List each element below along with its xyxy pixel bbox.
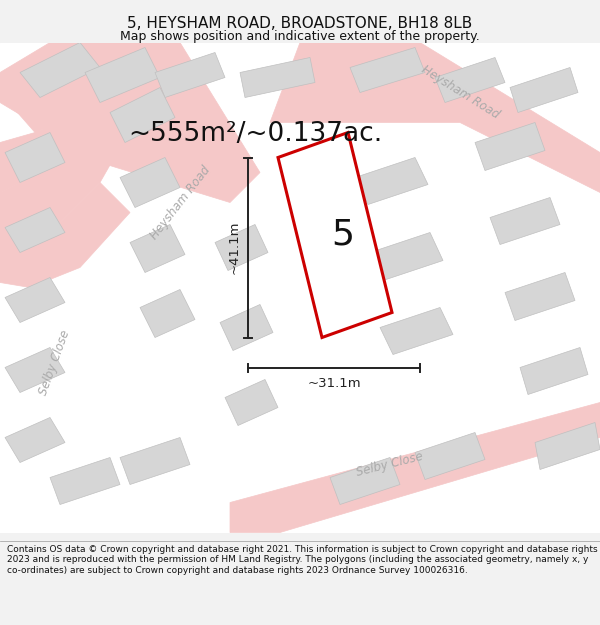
Text: Map shows position and indicative extent of the property.: Map shows position and indicative extent… (120, 30, 480, 43)
Polygon shape (0, 42, 260, 202)
Text: ~31.1m: ~31.1m (307, 377, 361, 390)
Polygon shape (535, 422, 600, 469)
Polygon shape (490, 198, 560, 244)
Text: Contains OS data © Crown copyright and database right 2021. This information is : Contains OS data © Crown copyright and d… (7, 545, 598, 575)
Polygon shape (130, 224, 185, 272)
Polygon shape (155, 52, 225, 98)
Polygon shape (415, 432, 485, 479)
Polygon shape (510, 68, 578, 112)
Text: 5, HEYSHAM ROAD, BROADSTONE, BH18 8LB: 5, HEYSHAM ROAD, BROADSTONE, BH18 8LB (127, 16, 473, 31)
Polygon shape (120, 438, 190, 484)
Polygon shape (475, 122, 545, 171)
Polygon shape (370, 232, 443, 281)
Polygon shape (505, 272, 575, 321)
Polygon shape (220, 304, 273, 351)
Polygon shape (0, 182, 130, 288)
Polygon shape (240, 58, 315, 98)
Text: Heysham Road: Heysham Road (148, 163, 212, 242)
Text: Selby Close: Selby Close (37, 328, 73, 397)
Polygon shape (5, 278, 65, 322)
Polygon shape (270, 42, 600, 192)
Polygon shape (435, 58, 505, 102)
Polygon shape (355, 158, 428, 204)
Polygon shape (5, 418, 65, 462)
Polygon shape (120, 158, 180, 208)
Polygon shape (520, 348, 588, 394)
Polygon shape (85, 48, 160, 102)
Polygon shape (0, 118, 70, 192)
Polygon shape (5, 348, 65, 392)
Text: Selby Close: Selby Close (355, 450, 425, 479)
Polygon shape (5, 208, 65, 252)
Text: 5: 5 (331, 218, 355, 252)
Polygon shape (330, 458, 400, 504)
Polygon shape (50, 458, 120, 504)
Polygon shape (140, 289, 195, 338)
Polygon shape (230, 402, 600, 532)
Polygon shape (225, 379, 278, 426)
Polygon shape (5, 132, 65, 182)
Polygon shape (278, 132, 392, 338)
Polygon shape (20, 42, 100, 98)
Text: Heysham Road: Heysham Road (419, 63, 502, 122)
Polygon shape (380, 308, 453, 354)
Text: ~41.1m: ~41.1m (227, 221, 241, 274)
Polygon shape (0, 42, 130, 132)
Text: ~555m²/~0.137ac.: ~555m²/~0.137ac. (128, 121, 382, 148)
Polygon shape (0, 92, 140, 242)
Polygon shape (110, 88, 175, 142)
Polygon shape (215, 224, 268, 271)
Polygon shape (350, 48, 425, 92)
